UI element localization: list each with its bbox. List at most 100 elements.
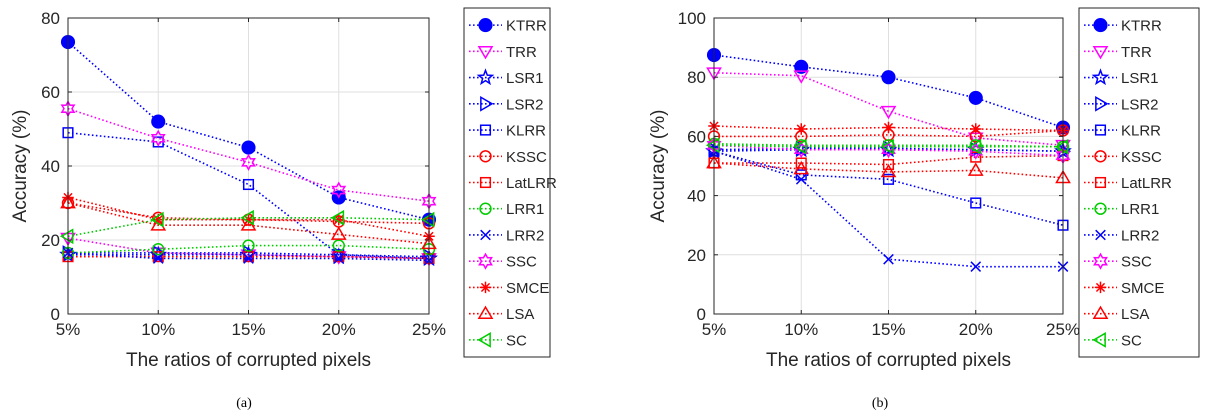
data-point-smce [882,121,895,134]
series-lrr2 [62,247,435,266]
data-point-ssc [241,153,256,171]
legend-item-lsr2: LSR2 [469,95,544,113]
data-point-sc [420,211,435,228]
y-tick-label: 40 [687,187,706,206]
data-point-lsa [880,163,897,178]
legend-marker [480,229,491,241]
data-point-latlrr [242,251,255,263]
y-tick-label: 20 [41,231,60,250]
series-lsa [706,154,1071,184]
series-line-ktrr [67,41,430,221]
legend-item-ssc: SSC [1084,252,1152,271]
x-tick-label: 15% [231,320,265,339]
y-tick-label: 60 [41,83,60,102]
data-point-sc [240,209,254,226]
legend-label: SMCE [506,280,549,297]
legend-marker [1094,281,1107,294]
legend-marker [476,68,495,86]
legend-item-latlrr: LatLRR [469,175,557,192]
legend-item-smce: SMCE [469,280,549,297]
x-tick-label: 20% [959,320,993,339]
legend-label: LRR1 [506,201,544,218]
y-tick-label: 0 [51,305,60,324]
data-point-latlrr [970,151,982,163]
series-line-kssc [67,202,430,225]
data-point-sc [967,138,982,155]
legend-item-lrr1: LRR1 [1084,201,1159,218]
legend-item-lsa: LSA [1084,305,1149,323]
data-point-klrr [970,197,982,209]
legend-item-kssc: KSSC [1084,149,1162,166]
data-point-trr [793,70,810,84]
legend-item-ktrr: KTRR [469,18,547,35]
series-lrr2 [708,145,1069,272]
legend-label: LatLRR [506,175,557,192]
series-sc [705,137,1069,155]
legend-label: KTRR [1121,18,1162,35]
legend-marker [479,150,492,163]
legend-item-lrr2: LRR2 [469,227,544,244]
legend-marker [1094,124,1107,136]
legend-marker [478,252,493,270]
data-point-lsa [150,217,167,231]
data-point-latlrr [152,251,164,263]
data-point-klrr [242,178,255,191]
legend-label: LSA [506,306,534,323]
legend-marker [480,95,494,112]
series-line-ssc [67,107,430,202]
legend-marker [1092,305,1109,320]
legend-item-smce: SMCE [1084,280,1164,297]
data-point-ktrr [151,114,166,129]
y-tick-label: 20 [687,246,706,265]
y-tick-label: 60 [687,127,706,146]
legend-label: KSSC [506,149,547,166]
legend: KTRR TRR LSR1 LSR2 KLRR KSSC LatLRR LRR1 LRR2 SSC… [1078,7,1200,358]
y-tick-label: 100 [678,9,706,28]
x-tick-label: 25% [412,320,446,339]
legend-item-klrr: KLRR [469,123,546,140]
legend-marker [1092,45,1109,60]
data-point-sc [59,228,74,245]
data-point-lrr1 [332,239,345,252]
y-tick-label: 80 [41,9,60,28]
series-line-trr [67,237,430,260]
data-point-sc [1054,138,1069,155]
legend-item-trr: TRR [1084,44,1152,61]
legend-label: TRR [1121,44,1152,61]
data-point-lsa [330,226,347,240]
data-point-smce [969,123,982,135]
series-line-ktrr [713,54,1064,129]
data-point-sc [150,211,164,228]
legend-item-sc: SC [1084,332,1142,349]
y-tick-label: 0 [697,305,706,324]
legend-marker [1094,176,1107,189]
legend: KTRR TRR LSR1 LSR2 KLRR KSSC LatLRR LRR1 LRR2 SSC… [463,7,557,358]
y-axis-label: Accuracy (%) [10,110,31,223]
legend-marker [1094,202,1107,215]
legend-item-kssc: KSSC [469,149,547,166]
series-group [705,47,1072,272]
legend-marker [1092,332,1106,348]
data-point-latlrr [882,158,895,171]
legend-item-lrr2: LRR2 [1084,227,1159,244]
legend-label: LatLRR [1121,175,1172,192]
legend-marker [1094,150,1107,163]
legend-label: SC [506,332,527,349]
x-axis-label: The ratios of corrupted pixels [766,350,1011,371]
legend-item-sc: SC [469,332,527,349]
legend-marker [1095,95,1109,112]
data-point-lsa [967,162,984,176]
x-tick-label: 10% [141,320,175,339]
legend-item-lsr1: LSR1 [1084,68,1159,87]
legend-item-lsa: LSA [469,305,534,323]
series-line-smce [67,196,430,238]
series-line-lsr2 [68,252,430,258]
legend-marker [477,305,494,320]
legend-marker [477,332,491,348]
data-point-lrr2 [243,253,254,264]
chart-panel-b: 0 20 40 60 80 100 5% 10% 15% 20% 25% The ratios of … [648,7,1200,411]
legend-item-lsr2: LSR2 [1084,95,1159,113]
legend-item-lsr1: LSR1 [469,68,544,87]
legend-label: SMCE [1121,280,1164,297]
